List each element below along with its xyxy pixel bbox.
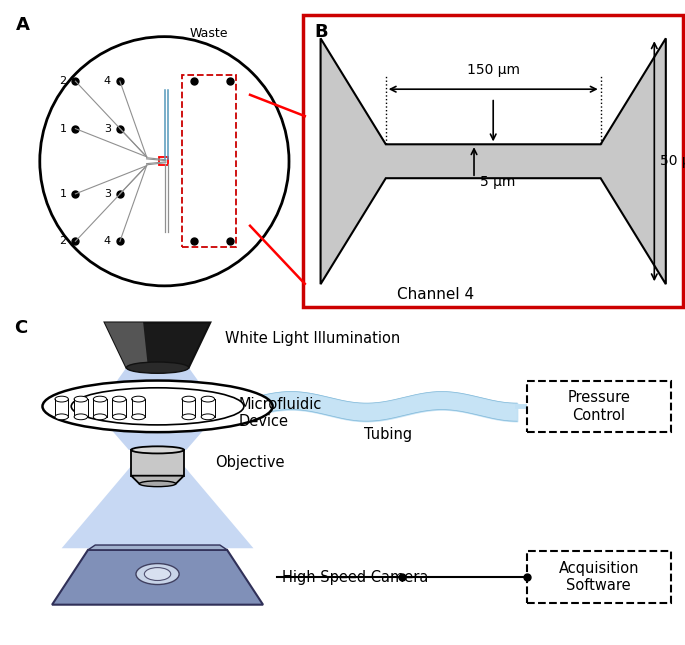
Polygon shape: [105, 322, 210, 368]
Text: Waste: Waste: [190, 27, 228, 40]
Text: 50 μm: 50 μm: [660, 154, 685, 168]
Text: White Light Illumination: White Light Illumination: [225, 331, 400, 346]
Ellipse shape: [55, 396, 68, 402]
Text: 3: 3: [104, 189, 111, 199]
Bar: [182, 75, 236, 247]
Polygon shape: [321, 38, 666, 284]
Bar: [93, 399, 107, 417]
Ellipse shape: [139, 481, 176, 487]
Ellipse shape: [112, 396, 126, 402]
Ellipse shape: [74, 414, 88, 420]
Bar: [112, 399, 126, 417]
Bar: [527, 381, 671, 432]
Ellipse shape: [93, 396, 107, 402]
Ellipse shape: [74, 396, 88, 402]
Ellipse shape: [71, 388, 244, 425]
Text: 3: 3: [104, 124, 111, 134]
Polygon shape: [95, 368, 220, 412]
Ellipse shape: [201, 396, 214, 402]
Ellipse shape: [112, 414, 126, 420]
Text: 4: 4: [104, 76, 111, 86]
Ellipse shape: [126, 362, 188, 373]
Polygon shape: [105, 322, 148, 368]
Text: 2: 2: [60, 236, 66, 246]
Text: 1: 1: [60, 189, 66, 199]
Bar: [527, 551, 671, 603]
Ellipse shape: [145, 568, 171, 580]
Text: Channel 4: Channel 4: [397, 287, 474, 303]
Ellipse shape: [132, 414, 145, 420]
Polygon shape: [95, 412, 220, 450]
Polygon shape: [131, 476, 184, 484]
Text: High Speed Camera: High Speed Camera: [282, 570, 429, 585]
Text: 5 μm: 5 μm: [479, 175, 515, 190]
Ellipse shape: [182, 414, 195, 420]
Text: Acquisition
Software: Acquisition Software: [558, 561, 639, 593]
Polygon shape: [52, 550, 263, 605]
Ellipse shape: [42, 381, 273, 432]
Ellipse shape: [55, 414, 68, 420]
Bar: [201, 399, 214, 417]
Bar: [74, 399, 88, 417]
Text: Microfluidic
Device: Microfluidic Device: [239, 397, 323, 429]
Ellipse shape: [136, 564, 179, 584]
Text: 4: 4: [104, 236, 111, 246]
Text: B: B: [315, 23, 328, 41]
Ellipse shape: [93, 414, 107, 420]
Text: 2: 2: [60, 76, 66, 86]
Text: Tubing: Tubing: [364, 428, 412, 442]
Bar: [131, 450, 184, 476]
Polygon shape: [62, 466, 253, 548]
Text: A: A: [16, 16, 30, 34]
Bar: [132, 399, 145, 417]
Text: 1: 1: [60, 124, 66, 134]
Text: C: C: [14, 319, 27, 337]
Text: Objective: Objective: [215, 455, 284, 470]
Ellipse shape: [132, 396, 145, 402]
Ellipse shape: [182, 396, 195, 402]
Text: 150 μm: 150 μm: [466, 63, 520, 77]
Ellipse shape: [131, 446, 184, 453]
Text: Pressure
Control: Pressure Control: [567, 390, 630, 422]
Polygon shape: [88, 545, 227, 550]
Bar: [182, 399, 195, 417]
Ellipse shape: [201, 414, 214, 420]
Bar: [159, 157, 168, 165]
Bar: [55, 399, 68, 417]
